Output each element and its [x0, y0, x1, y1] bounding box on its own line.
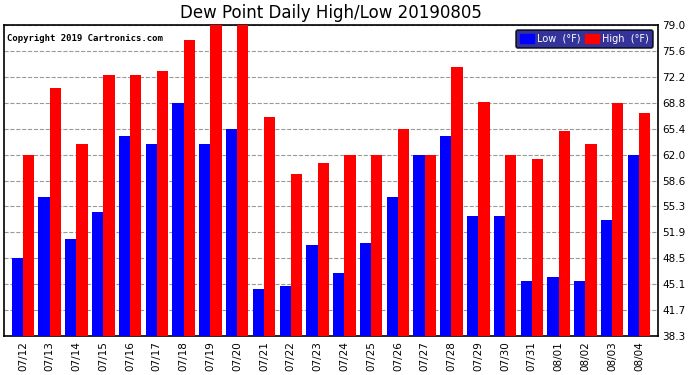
Bar: [50, 88, 61, 336]
Bar: [494, 216, 505, 336]
Bar: [559, 130, 570, 336]
Bar: [601, 220, 612, 336]
Bar: [306, 245, 317, 336]
Bar: [333, 273, 344, 336]
Bar: [226, 129, 237, 336]
Bar: [104, 75, 115, 336]
Bar: [66, 239, 77, 336]
Bar: [424, 155, 436, 336]
Text: Copyright 2019 Cartronics.com: Copyright 2019 Cartronics.com: [8, 34, 164, 44]
Bar: [451, 67, 463, 336]
Bar: [532, 159, 543, 336]
Bar: [130, 75, 141, 336]
Bar: [119, 136, 130, 336]
Bar: [184, 40, 195, 336]
Bar: [146, 144, 157, 336]
Bar: [574, 281, 585, 336]
Bar: [253, 289, 264, 336]
Bar: [23, 155, 34, 336]
Bar: [290, 174, 302, 336]
Bar: [520, 281, 532, 336]
Bar: [344, 155, 355, 336]
Bar: [612, 103, 624, 336]
Bar: [39, 197, 50, 336]
Bar: [547, 277, 559, 336]
Bar: [585, 144, 597, 336]
Legend: Low  (°F), High  (°F): Low (°F), High (°F): [516, 30, 653, 48]
Title: Dew Point Daily High/Low 20190805: Dew Point Daily High/Low 20190805: [180, 4, 482, 22]
Bar: [440, 136, 451, 336]
Bar: [478, 102, 489, 336]
Bar: [92, 212, 104, 336]
Bar: [199, 144, 210, 336]
Bar: [505, 155, 516, 336]
Bar: [237, 25, 248, 336]
Bar: [264, 117, 275, 336]
Bar: [360, 243, 371, 336]
Bar: [639, 113, 650, 336]
Bar: [398, 129, 409, 336]
Bar: [628, 155, 639, 336]
Bar: [467, 216, 478, 336]
Bar: [12, 258, 23, 336]
Bar: [77, 144, 88, 336]
Bar: [386, 197, 398, 336]
Bar: [172, 103, 184, 336]
Bar: [371, 155, 382, 336]
Bar: [157, 71, 168, 336]
Bar: [279, 286, 290, 336]
Bar: [317, 163, 329, 336]
Bar: [210, 25, 221, 336]
Bar: [413, 155, 424, 336]
